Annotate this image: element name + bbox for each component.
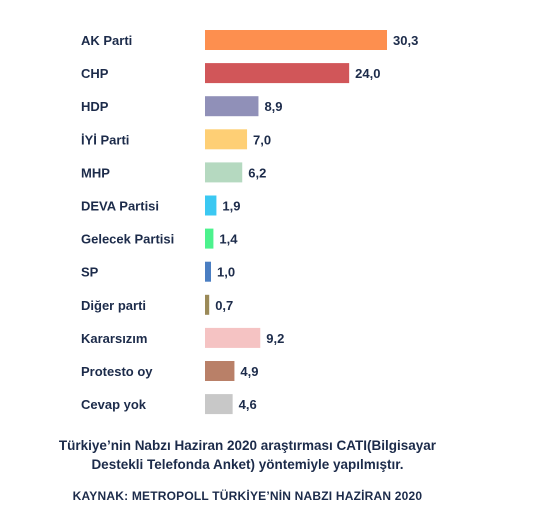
value-label: 6,2: [248, 165, 266, 180]
bar-chart: AK Parti 30,3 CHP 24,0 HDP 8,9 İYİ Parti 7,0 MHP…: [81, 30, 418, 415]
method-note: Türkiye’nin Nabzı Haziran 2020 araştırma…: [0, 436, 495, 474]
value-label: 0,7: [215, 298, 233, 313]
category-label: Cevap yok: [81, 397, 147, 412]
value-label: 4,9: [240, 364, 258, 379]
bar-protesto-oy: [205, 361, 235, 381]
value-label: 24,0: [355, 66, 380, 81]
value-label: 9,2: [266, 331, 284, 346]
value-label: 1,4: [219, 232, 238, 247]
value-label: 1,9: [222, 199, 240, 214]
bar-di-er-parti: [205, 294, 210, 315]
category-label: Diğer parti: [81, 298, 146, 313]
bar-cevap-yok: [205, 394, 233, 415]
method-note-line-2: Destekli Telefonda Anket) yöntemiyle yap…: [91, 457, 404, 472]
category-label: HDP: [81, 99, 109, 114]
value-label: 4,6: [239, 397, 257, 412]
category-label: Protesto oy: [81, 364, 153, 379]
category-label: Gelecek Partisi: [81, 232, 174, 247]
bar-chp: [205, 63, 350, 84]
source-note: KAYNAK: METROPOLL TÜRKİYE’NİN NABZI HAZİ…: [72, 489, 423, 503]
bar-deva-partisi: [205, 195, 217, 216]
bar-sp: [205, 261, 212, 282]
value-label: 30,3: [393, 33, 418, 48]
category-label: CHP: [81, 66, 109, 81]
category-label: DEVA Partisi: [81, 199, 159, 214]
category-label: İYİ Parti: [81, 132, 129, 147]
category-label: SP: [81, 265, 99, 280]
value-label: 1,0: [217, 265, 235, 280]
bar-hdp: [205, 96, 259, 117]
value-label: 7,0: [253, 132, 271, 147]
bar-gelecek-partisi: [205, 228, 214, 249]
category-label: AK Parti: [81, 33, 132, 48]
category-label: MHP: [81, 165, 110, 180]
bar-mhp: [205, 162, 243, 183]
bar-ak-parti: [205, 30, 387, 50]
bar-karars-z-m: [205, 327, 261, 348]
value-label: 8,9: [264, 99, 282, 114]
bar-i-yi-parti: [205, 129, 248, 150]
category-label: Kararsızım: [81, 331, 147, 346]
method-note-line-1: Türkiye’nin Nabzı Haziran 2020 araştırma…: [58, 438, 437, 453]
